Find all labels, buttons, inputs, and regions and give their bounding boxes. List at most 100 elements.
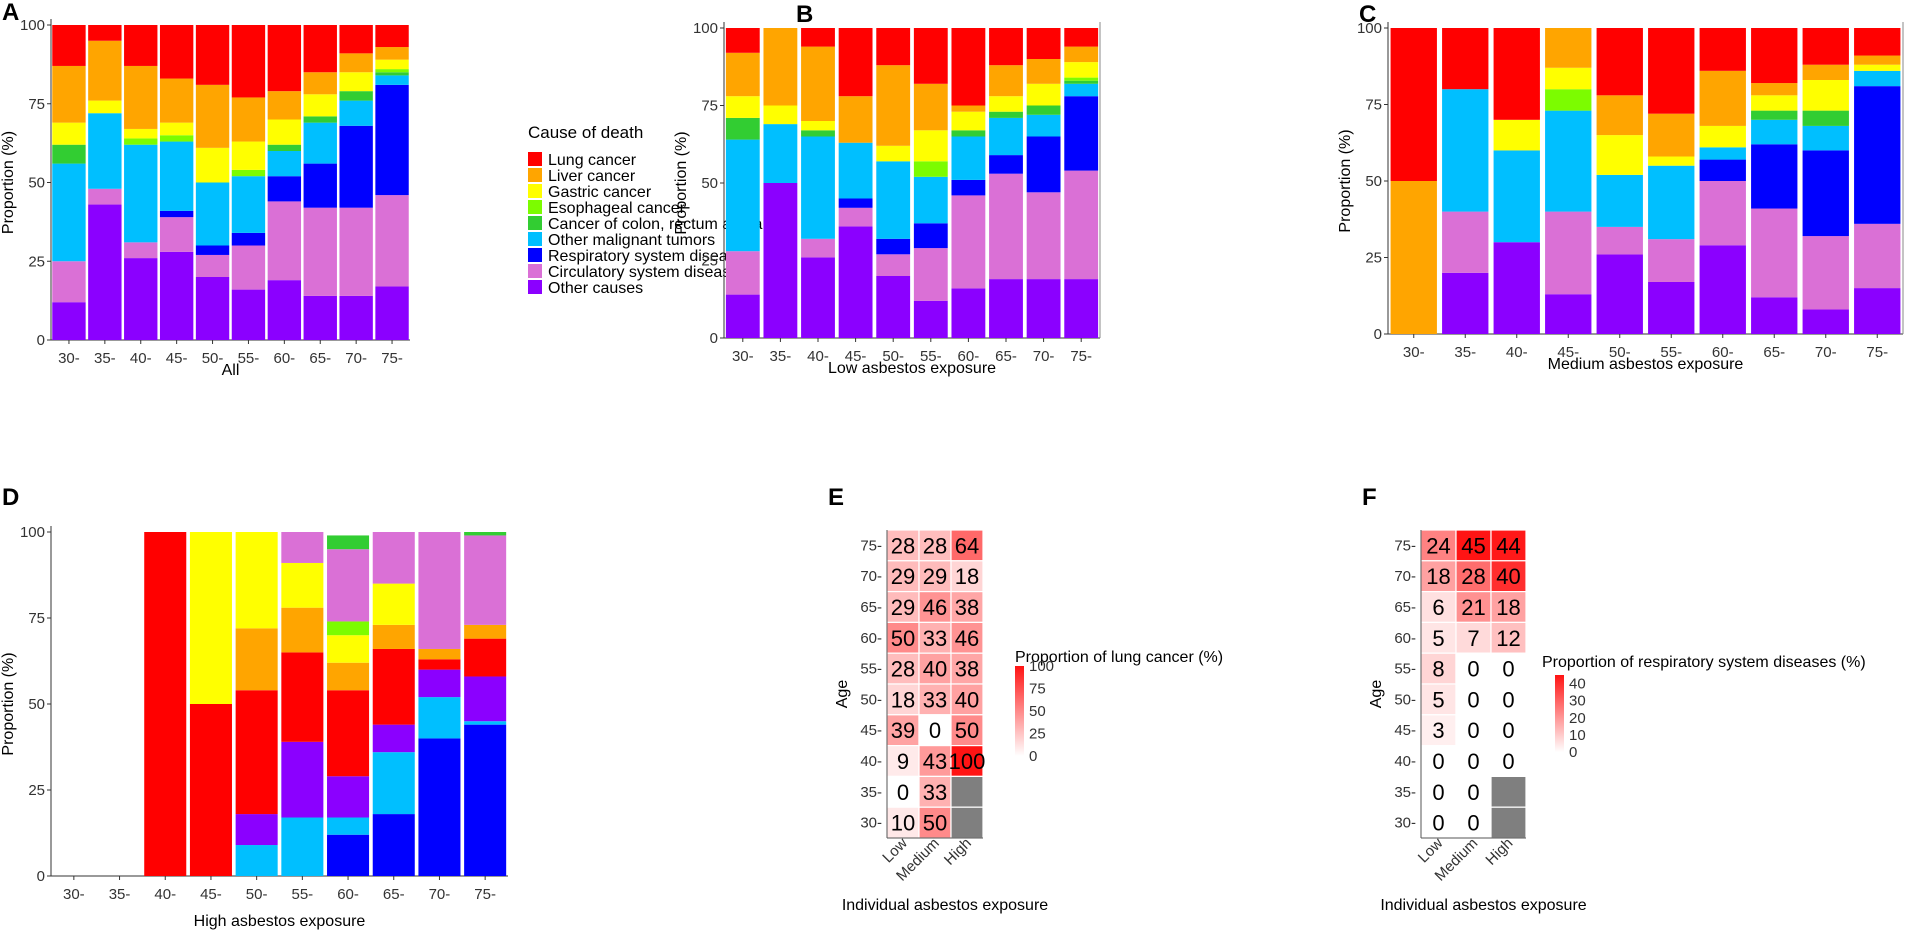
legend-title: Cause of death <box>528 123 643 142</box>
bar-segment-a-40-circulatory-system-diseases <box>124 242 158 259</box>
bar-segment-d-75-other-causes <box>464 676 507 722</box>
bar-segment-b-55-liver-cancer <box>913 83 948 131</box>
bar-segment-b-70-lung-cancer <box>1026 28 1061 59</box>
x-tick-label-d: 35- <box>109 886 131 903</box>
heat-scale-tick-f: 40 <box>1569 676 1586 693</box>
bar-segment-a-65-circulatory-system-diseases <box>303 207 337 296</box>
bar-segment-a-30-cancer-of-colon-rectum-and-anus <box>52 144 86 164</box>
panel-label-f: F <box>1362 484 1377 511</box>
bar-segment-b-40-gastric-cancer <box>801 121 835 131</box>
bar-segment-c-55-other-malignant-tumors <box>1648 165 1695 240</box>
bar-segment-c-70-other-malignant-tumors <box>1802 125 1849 151</box>
heat-y-label-e: 55- <box>860 661 882 678</box>
y-tick-label-a: 100 <box>20 17 45 34</box>
bar-segment-c-70-gastric-cancer <box>1802 80 1849 111</box>
heat-cell-f-45-high <box>1490 714 1527 747</box>
bar-segment-a-75-gastric-cancer <box>375 59 409 70</box>
bar-segment-c-35-other-malignant-tumors <box>1442 89 1489 212</box>
bar-segment-b-65-respiratory-system-diseases <box>989 155 1023 174</box>
heat-cell-f-40-high <box>1490 744 1527 777</box>
heat-value-e: 50 <box>891 626 915 651</box>
bar-segment-d-55-gastric-cancer <box>281 562 324 608</box>
bar-segment-a-45-gastric-cancer <box>159 122 194 136</box>
heat-y-label-e: 40- <box>860 753 882 770</box>
y-tick-label-a: 0 <box>37 332 45 349</box>
bar-segment-b-60-gastric-cancer <box>951 111 986 131</box>
heat-scale-tick-e: 50 <box>1029 703 1046 720</box>
heat-cell-e-75-low <box>886 529 920 562</box>
bar-segment-a-75-lung-cancer <box>375 25 409 48</box>
bar-segment-d-55-liver-cancer <box>281 607 324 653</box>
x-tick-label-b: 75- <box>1070 348 1092 365</box>
bar-segment-b-70-other-malignant-tumors <box>1026 114 1061 137</box>
bar-segment-b-40-liver-cancer <box>801 46 835 121</box>
heat-value-f: 24 <box>1426 533 1450 558</box>
x-axis-title-c: Medium asbestos exposure <box>1548 356 1744 373</box>
y-tick-label-c: 100 <box>1357 20 1382 37</box>
bar-segment-b-60-lung-cancer <box>951 28 986 106</box>
y-tick-label-a: 25 <box>28 253 45 270</box>
heat-value-f: 0 <box>1502 687 1514 712</box>
panel-label-d: D <box>2 484 19 511</box>
heat-value-e: 29 <box>891 564 915 589</box>
bar-segment-b-50-gastric-cancer <box>876 145 911 162</box>
bar-segment-c-45-other-malignant-tumors <box>1545 110 1592 212</box>
bar-segment-c-40-lung-cancer <box>1493 28 1540 120</box>
heat-value-e: 40 <box>955 687 979 712</box>
heat-value-f: 3 <box>1432 718 1444 743</box>
bar-segment-c-50-gastric-cancer <box>1596 135 1643 175</box>
bar-segment-b-65-cancer-of-colon-rectum-and-anus <box>989 111 1023 118</box>
bar-segment-a-35-other-causes <box>88 204 122 340</box>
y-tick-label-d: 0 <box>37 868 45 885</box>
bar-segment-c-40-other-malignant-tumors <box>1493 150 1540 243</box>
bar-segment-a-50-other-malignant-tumors <box>195 182 230 246</box>
x-tick-label-a: 65- <box>309 350 331 367</box>
x-tick-label-c: 55- <box>1660 344 1682 361</box>
bar-segment-a-35-other-malignant-tumors <box>88 113 122 189</box>
bar-segment-d-55-other-malignant-tumors <box>281 817 324 876</box>
bar-segment-c-35-other-causes <box>1442 272 1489 334</box>
bar-segment-a-45-other-causes <box>159 251 194 340</box>
x-tick-label-c: 35- <box>1454 344 1476 361</box>
bar-segment-b-55-other-malignant-tumors <box>913 176 948 224</box>
heat-cell-e-30-medium <box>918 806 952 839</box>
bar-segment-b-55-circulatory-system-diseases <box>913 248 948 301</box>
legend-swatch-other-causes <box>528 280 542 294</box>
bar-segment-a-40-lung-cancer <box>124 25 158 66</box>
heat-value-f: 0 <box>1502 657 1514 682</box>
heat-scale-tick-f: 10 <box>1569 727 1586 744</box>
legend-label-gastric-cancer: Gastric cancer <box>548 184 652 201</box>
x-tick-label-a: 50- <box>202 350 224 367</box>
legend-swatch-gastric-cancer <box>528 184 542 198</box>
heat-value-e: 46 <box>955 626 979 651</box>
bar-segment-a-75-respiratory-system-diseases <box>375 84 409 196</box>
x-tick-label-c: 75- <box>1866 344 1888 361</box>
panel-b: B 0 25 50 75 100 30- 35- 40- 45- 50- 55- 60- 65- 70- 7… <box>673 1 1101 377</box>
bar-segment-b-50-circulatory-system-diseases <box>876 254 911 276</box>
heat-scale-title-e: Proportion of lung cancer (%) <box>1015 649 1223 666</box>
x-tick-label-c: 70- <box>1815 344 1837 361</box>
bar-segment-b-35-gastric-cancer <box>763 105 798 125</box>
bar-segment-c-40-other-causes <box>1493 242 1540 334</box>
x-tick-label-a: 30- <box>58 350 80 367</box>
bar-segment-a-50-lung-cancer <box>195 25 230 85</box>
bar-segment-d-50-lung-cancer <box>235 690 278 815</box>
bar-segment-b-50-respiratory-system-diseases <box>876 238 911 255</box>
bar-segment-a-30-other-malignant-tumors <box>52 163 86 262</box>
y-tick-label-c: 25 <box>1365 250 1382 267</box>
heat-value-f: 0 <box>1432 780 1444 805</box>
bar-segment-b-50-lung-cancer <box>876 28 911 66</box>
bar-segment-c-65-cancer-of-colon-rectum-and-anus <box>1751 110 1798 120</box>
bar-segment-b-30-lung-cancer <box>725 28 760 53</box>
bar-segment-a-40-other-malignant-tumors <box>124 144 158 243</box>
bar-segment-a-70-respiratory-system-diseases <box>339 125 373 208</box>
y-tick-label-d: 50 <box>28 696 45 713</box>
bar-segment-a-75-other-causes <box>375 286 409 340</box>
bar-segment-c-65-other-causes <box>1751 297 1798 334</box>
bar-segment-c-65-other-malignant-tumors <box>1751 119 1798 145</box>
bar-segment-c-40-gastric-cancer <box>1493 119 1540 151</box>
x-tick-label-b: 30- <box>732 348 754 365</box>
heat-scale-tick-e: 25 <box>1029 726 1046 743</box>
heat-scale-title-f: Proportion of respiratory system disease… <box>1542 654 1866 671</box>
bar-segment-d-60-lung-cancer <box>327 690 370 777</box>
